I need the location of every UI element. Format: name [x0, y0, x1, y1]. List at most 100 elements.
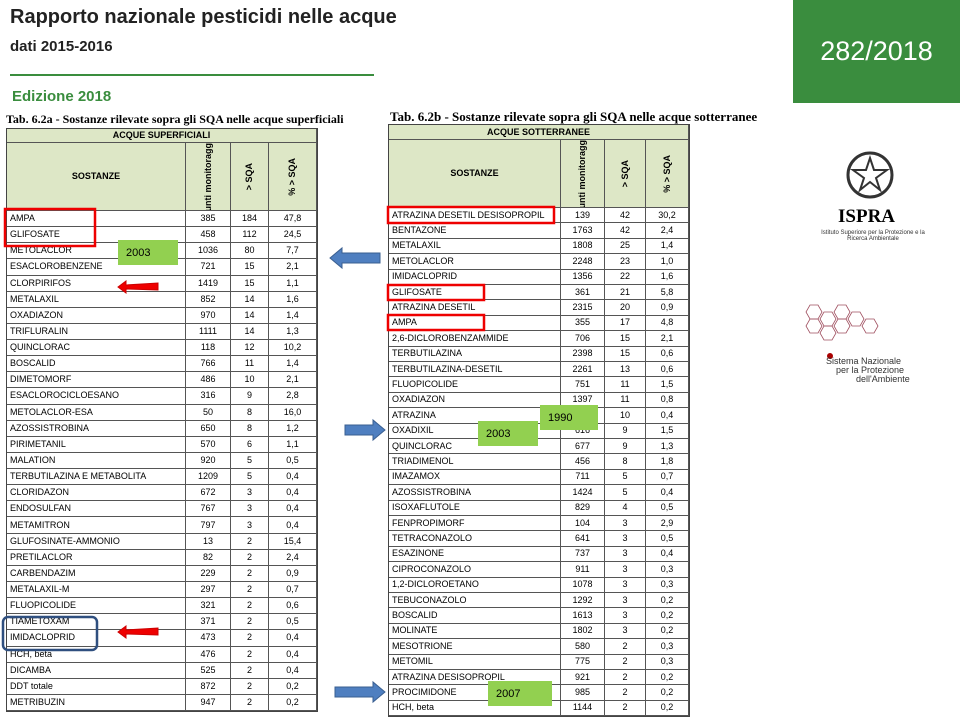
cell: 525: [186, 662, 231, 679]
cell: MESOTRIONE: [389, 639, 561, 655]
cell: 80: [231, 243, 269, 260]
cell: 2,4: [269, 549, 317, 566]
cell: 8: [605, 454, 646, 470]
year-tag: 2003: [118, 240, 178, 265]
cell: 1,6: [269, 291, 317, 308]
cell: 3: [605, 593, 646, 609]
cell: 0,2: [269, 694, 317, 712]
cell: 297: [186, 581, 231, 599]
cell: 829: [561, 500, 605, 516]
cell: 385: [186, 211, 231, 228]
cell: 4,8: [646, 315, 689, 332]
cell: TERBUTILAZINA-DESETIL: [389, 362, 561, 378]
cell: 0,6: [646, 362, 689, 378]
cell: 920: [186, 452, 231, 470]
cell: 139: [561, 208, 605, 224]
cell: 921: [561, 670, 605, 686]
arrow: [329, 246, 381, 270]
cell: 0,4: [269, 662, 317, 679]
cell: METOLACLOR-ESA: [7, 404, 186, 421]
table-title: Tab. 6.2b - Sostanze rilevate sopra gli …: [390, 109, 758, 124]
cell: 4: [605, 500, 646, 516]
cell: 0,3: [646, 577, 689, 593]
cell: MOLINATE: [389, 623, 561, 640]
cell: 1763: [561, 223, 605, 239]
cell: 15,4: [269, 533, 317, 550]
cell: 355: [561, 315, 605, 332]
cell: TRIADIMENOL: [389, 454, 561, 470]
cell: ISOXAFLUTOLE: [389, 500, 561, 516]
cell: CLORIDAZON: [7, 485, 186, 502]
cell: 1,5: [646, 377, 689, 393]
cell: 1,3: [646, 439, 689, 455]
cell: 321: [186, 598, 231, 615]
year-tag: 2003: [478, 421, 538, 446]
cell: AMPA: [389, 315, 561, 332]
cell: 2,4: [646, 223, 689, 239]
cell: 1,1: [269, 275, 317, 292]
cell: 766: [186, 356, 231, 373]
group-header: ACQUE SOTTERRANEE: [389, 125, 689, 140]
emblem: [846, 151, 894, 199]
cell: 3: [605, 623, 646, 640]
cell: 852: [186, 291, 231, 308]
cell: 2: [605, 670, 646, 686]
cell: 3: [605, 577, 646, 593]
cell: 2: [231, 646, 269, 663]
cell: AZOSSISTROBINA: [7, 420, 186, 437]
cell: ATRAZINA DESETIL DESISOPROPIL: [389, 208, 561, 224]
cell: 0,5: [646, 500, 689, 516]
cell: 14: [231, 323, 269, 341]
cell: PROCIMIDONE: [389, 685, 561, 701]
table: ACQUE SOTTERRANEE SOSTANZE Punti monitorag…: [388, 124, 690, 717]
cell: HCH, beta: [7, 646, 186, 663]
cell: IMIDACLOPRID: [7, 630, 186, 647]
cell: 0,9: [646, 300, 689, 316]
cell: 104: [561, 516, 605, 532]
cell: 0,4: [269, 646, 317, 663]
cell: 0,9: [269, 565, 317, 582]
year-tag: 1990: [540, 405, 598, 430]
table: ACQUE SUPERFICIALI SOSTANZE Punti monitora…: [6, 128, 318, 712]
cell: 2,1: [646, 331, 689, 347]
code-box: 282/2018: [793, 0, 960, 103]
snpa-line: dell'Ambiente: [856, 374, 910, 384]
cell: IMIDACLOPRID: [389, 269, 561, 285]
cell: 767: [186, 501, 231, 518]
cell: MALATION: [7, 452, 186, 470]
cell: 0,2: [646, 608, 689, 624]
snpa-line: per la Protezione: [836, 365, 905, 375]
cell: 911: [561, 562, 605, 578]
cell: 2,6-DICLOROBENZAMMIDE: [389, 331, 561, 347]
cell: METOMIL: [389, 654, 561, 670]
cell: 0,4: [646, 546, 689, 563]
cell: 1424: [561, 485, 605, 501]
cell: 1,2-DICLOROETANO: [389, 577, 561, 593]
cell: 2,8: [269, 388, 317, 405]
cell: 737: [561, 546, 605, 563]
cell: 0,2: [646, 685, 689, 701]
cell: CLORPIRIFOS: [7, 275, 186, 292]
cell: 0,4: [269, 517, 317, 534]
cell: 8: [231, 404, 269, 421]
cell: 50: [186, 404, 231, 421]
cell: TERBUTILAZINA: [389, 346, 561, 362]
cell: 641: [561, 531, 605, 547]
cell: 118: [186, 340, 231, 357]
cell: 5: [605, 469, 646, 486]
cell: 0,4: [646, 485, 689, 501]
cell: 751: [561, 377, 605, 393]
cell: 2: [231, 614, 269, 631]
cell: 650: [186, 420, 231, 437]
cell: DIMETOMORF: [7, 372, 186, 389]
cell: 0,3: [646, 562, 689, 578]
snpa-mark: [805, 304, 879, 359]
cell: METRIBUZIN: [7, 694, 186, 712]
cell: 970: [186, 307, 231, 324]
cell: IMAZAMOX: [389, 469, 561, 486]
cell: 229: [186, 565, 231, 582]
cell: 3: [231, 517, 269, 534]
cell: 0,2: [269, 678, 317, 695]
cell: 0,7: [269, 581, 317, 599]
cell: TETRACONAZOLO: [389, 531, 561, 547]
